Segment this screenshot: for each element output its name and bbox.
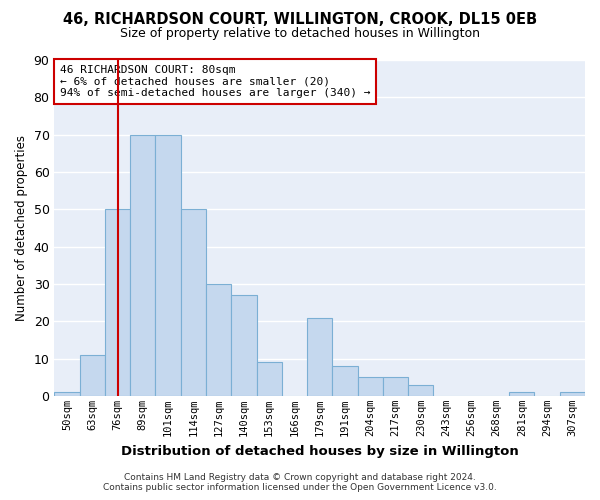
Bar bbox=[560, 392, 585, 396]
Bar bbox=[509, 392, 535, 396]
Bar bbox=[231, 295, 257, 396]
Bar bbox=[181, 210, 206, 396]
Bar bbox=[332, 366, 358, 396]
Text: Contains HM Land Registry data © Crown copyright and database right 2024.
Contai: Contains HM Land Registry data © Crown c… bbox=[103, 473, 497, 492]
Text: Size of property relative to detached houses in Willington: Size of property relative to detached ho… bbox=[120, 28, 480, 40]
Text: 46, RICHARDSON COURT, WILLINGTON, CROOK, DL15 0EB: 46, RICHARDSON COURT, WILLINGTON, CROOK,… bbox=[63, 12, 537, 28]
Bar bbox=[383, 377, 408, 396]
Bar bbox=[130, 134, 155, 396]
Bar bbox=[257, 362, 282, 396]
Bar bbox=[55, 392, 80, 396]
Bar bbox=[206, 284, 231, 396]
Bar bbox=[105, 210, 130, 396]
Bar bbox=[307, 318, 332, 396]
X-axis label: Distribution of detached houses by size in Willington: Distribution of detached houses by size … bbox=[121, 444, 518, 458]
Text: 46 RICHARDSON COURT: 80sqm
← 6% of detached houses are smaller (20)
94% of semi-: 46 RICHARDSON COURT: 80sqm ← 6% of detac… bbox=[60, 65, 370, 98]
Y-axis label: Number of detached properties: Number of detached properties bbox=[15, 135, 28, 321]
Bar bbox=[155, 134, 181, 396]
Bar bbox=[80, 355, 105, 396]
Bar bbox=[408, 384, 433, 396]
Bar bbox=[358, 377, 383, 396]
